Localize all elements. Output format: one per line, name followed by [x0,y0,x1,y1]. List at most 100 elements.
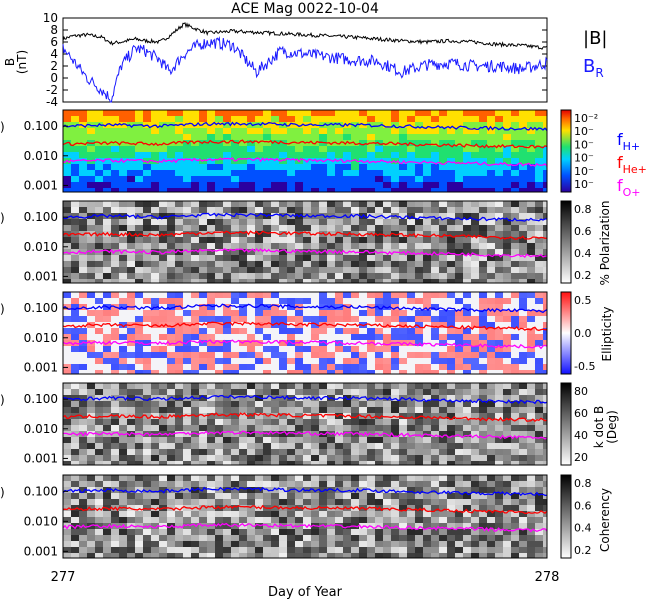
spectrogram-cell [271,261,279,267]
spectrogram-cell [207,553,215,558]
colorbar-label-kdotb: k dot B [592,406,606,448]
spectrogram-cell [231,207,239,213]
spectrogram-cell [199,182,207,188]
spectrogram-cell [63,328,71,334]
spectrogram-cell [479,267,487,273]
spectrogram-cell [167,207,175,213]
spectrogram-cell [423,505,431,511]
spectrogram-cell [415,352,423,358]
spectrogram-cell [343,541,351,547]
colorbar-tick-label: 10⁻ [574,138,594,151]
spectrogram-cell [343,431,351,437]
spectrogram-cell [407,493,415,499]
spectrogram-cell [143,146,151,152]
spectrogram-cell [231,152,239,158]
spectrogram-cell [287,255,295,261]
spectrogram-cell [375,237,383,243]
spectrogram-cell [447,364,455,370]
spectrogram-cell [231,425,239,431]
spectrogram-cell [135,553,143,558]
spectrogram-cell [423,370,431,374]
spectrogram-cell [439,529,447,535]
spectrogram-cell [239,243,247,249]
spectrogram-cell [519,243,527,249]
spectrogram-cell [143,176,151,182]
spectrogram-cell [439,364,447,370]
spectrogram-cell [527,352,535,358]
spectrogram-cell [127,437,135,443]
spectrogram-cell [495,383,503,389]
spectrogram-cell [303,140,311,146]
spectrogram-cell [431,146,439,152]
spectrogram-cell [79,346,87,352]
spectrogram-cell [447,370,455,374]
spectrogram-cell [487,529,495,535]
spectrogram-cell [255,553,263,558]
spectrogram-cell [543,213,547,219]
spectrogram-cell [119,553,127,558]
spectrogram-cell [439,158,447,164]
spectrogram-cell [287,316,295,322]
spectrogram-cell [151,134,159,140]
spectrogram-cell [463,249,471,255]
spectrogram-cell [527,152,535,158]
spectrogram-cell [535,310,543,316]
spectrogram-cell [111,461,119,465]
spectrogram-cell [535,116,543,122]
spectrogram-cell [471,395,479,401]
spectrogram-cell [119,128,127,134]
spectrogram-cell [183,146,191,152]
spectrogram-cell [431,279,439,283]
spectrogram-cell [247,298,255,304]
spectrogram-cell [503,493,511,499]
spectrogram-cell [375,304,383,310]
spectrogram-cell [431,322,439,328]
spectrogram-cell [119,110,127,116]
spectrogram-cell [431,116,439,122]
spectrogram-cell [71,425,79,431]
spectrogram-cell [247,128,255,134]
spectrogram-cell [455,461,463,465]
spectrogram-cell [399,352,407,358]
spectrogram-cell [63,170,71,176]
spectrogram-cell [87,164,95,170]
spectrogram-cell [415,475,423,481]
spectrogram-cell [327,352,335,358]
spectrogram-cell [311,110,319,116]
spectrogram-cell [487,407,495,413]
spectrogram-cell [487,346,495,352]
spectrogram-cell [447,310,455,316]
spectrogram-cell [79,413,87,419]
spectrogram-cell [431,182,439,188]
spectrogram-cell [95,201,103,207]
spectrogram-cell [87,267,95,273]
spectrogram-cell [95,547,103,553]
spectrogram-cell [63,535,71,541]
spectrogram-cell [487,425,495,431]
spectrogram-cell [151,231,159,237]
spectrogram-cell [295,449,303,455]
spectrogram-cell [479,188,487,192]
spectrogram-cell [111,188,119,192]
spectrogram-cell [135,267,143,273]
spectrogram-cell [503,352,511,358]
spectrogram-cell [455,207,463,213]
spectrogram-cell [311,499,319,505]
spectrogram-cell [319,499,327,505]
spectrogram-cell [527,395,535,401]
spectrogram-cell [151,499,159,505]
spectrogram-cell [391,176,399,182]
spectrogram-cell [327,219,335,225]
spectrogram-cell [535,255,543,261]
spectrogram-cell [199,553,207,558]
spectrogram-cell [351,475,359,481]
spectrogram-cell [167,541,175,547]
spectrogram-cell [383,219,391,225]
spectrogram-cell [511,152,519,158]
spectrogram-cell [239,122,247,128]
spectrogram-cell [543,140,547,146]
spectrogram-cell [543,219,547,225]
spectrogram-cell [255,334,263,340]
spectrogram-cell [199,316,207,322]
spectrogram-cell [471,237,479,243]
